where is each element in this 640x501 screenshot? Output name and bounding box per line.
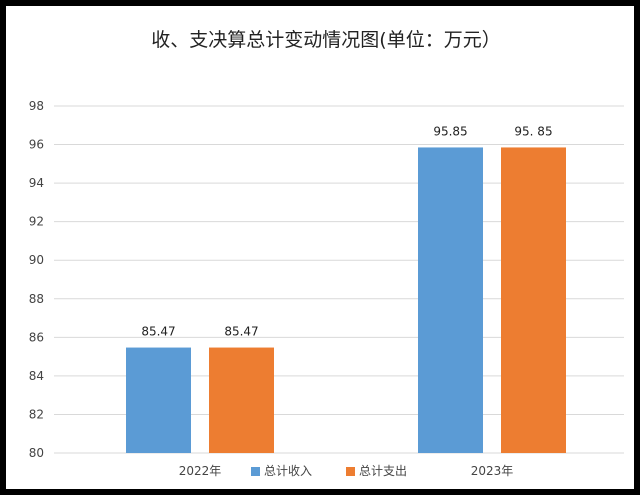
y-tick-92: 92 bbox=[29, 215, 44, 229]
bar-income-2023年 bbox=[418, 147, 483, 454]
y-tick-84: 84 bbox=[29, 369, 44, 383]
y-tick-86: 86 bbox=[29, 330, 44, 344]
data-label-income-2023年: 95.85 bbox=[433, 124, 467, 138]
data-label-expense-2023年: 95. 85 bbox=[514, 124, 552, 138]
data-label-expense-2022年: 85.47 bbox=[224, 325, 258, 339]
bar-chart: 收、支决算总计变动情况图(单位：万元） 80 82 84 86 88 90 92 94 96 98… bbox=[29, 29, 624, 478]
bars bbox=[126, 147, 566, 454]
chart-title: 收、支决算总计变动情况图(单位：万元） bbox=[151, 29, 500, 51]
legend: 总计收入 总计支出 bbox=[251, 464, 407, 478]
y-tick-96: 96 bbox=[29, 138, 44, 152]
y-tick-80: 80 bbox=[29, 446, 44, 460]
y-tick-88: 88 bbox=[29, 292, 44, 306]
y-tick-82: 82 bbox=[29, 407, 44, 421]
y-tick-98: 98 bbox=[29, 99, 44, 113]
legend-swatch-income bbox=[251, 467, 260, 476]
y-tick-90: 90 bbox=[29, 253, 44, 267]
y-tick-94: 94 bbox=[29, 176, 44, 190]
y-axis-ticks: 80 82 84 86 88 90 92 94 96 98 bbox=[29, 99, 44, 460]
bar-income-2022年 bbox=[126, 347, 191, 453]
legend-swatch-expense bbox=[346, 467, 355, 476]
category-label-2023: 2023年 bbox=[471, 464, 514, 478]
bar-expense-2023年 bbox=[501, 147, 566, 454]
legend-label-income: 总计收入 bbox=[264, 464, 312, 478]
data-label-income-2022年: 85.47 bbox=[141, 325, 175, 339]
legend-label-expense: 总计支出 bbox=[359, 464, 407, 478]
bar-expense-2022年 bbox=[209, 347, 274, 453]
data-labels: 85.47 95.85 85.47 95. 85 bbox=[141, 124, 552, 338]
category-label-2022: 2022年 bbox=[179, 464, 222, 478]
x-axis-categories: 2022年 2023年 bbox=[179, 464, 514, 478]
